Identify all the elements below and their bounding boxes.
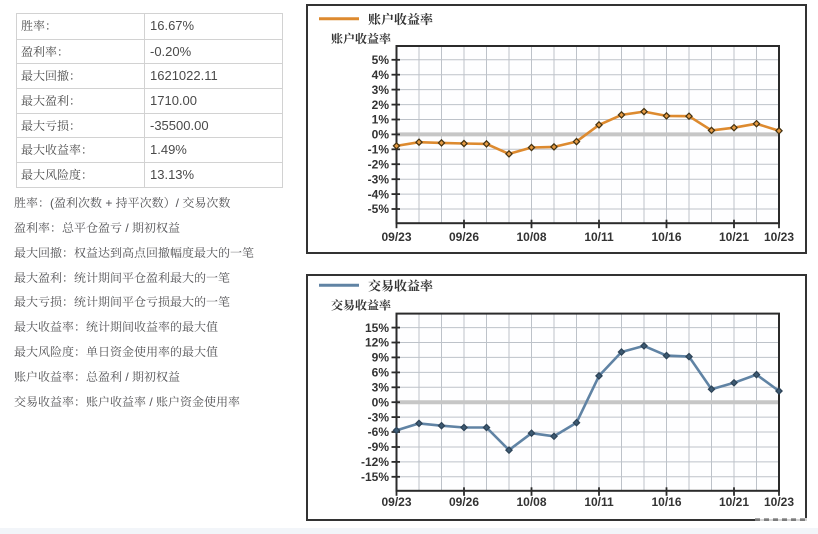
svg-text:3%: 3%	[372, 381, 390, 395]
svg-text:1%: 1%	[372, 113, 390, 127]
svg-text:3%: 3%	[372, 83, 390, 97]
svg-text:-12%: -12%	[361, 455, 389, 469]
svg-text:10/08: 10/08	[516, 495, 546, 509]
svg-text:10/16: 10/16	[651, 495, 681, 509]
svg-text:5%: 5%	[372, 53, 390, 67]
svg-text:10/11: 10/11	[584, 495, 614, 509]
svg-text:09/23: 09/23	[381, 495, 411, 509]
svg-text:12%: 12%	[365, 336, 389, 350]
svg-text:交易收益率: 交易收益率	[368, 275, 434, 294]
svg-text:-3%: -3%	[368, 172, 390, 186]
svg-text:-3%: -3%	[368, 410, 390, 424]
svg-text:2%: 2%	[372, 98, 390, 112]
svg-text:-9%: -9%	[368, 440, 390, 454]
svg-text:9%: 9%	[372, 351, 390, 365]
svg-text:10/21: 10/21	[719, 495, 749, 509]
svg-text:09/26: 09/26	[449, 230, 479, 244]
svg-text:-4%: -4%	[368, 187, 390, 201]
svg-text:0%: 0%	[372, 128, 390, 142]
svg-text:账户收益率: 账户收益率	[368, 9, 434, 28]
svg-text:4%: 4%	[372, 68, 390, 82]
svg-text:10/16: 10/16	[651, 230, 681, 244]
svg-text:交易收益率: 交易收益率	[331, 297, 392, 314]
svg-text:15%: 15%	[365, 321, 389, 335]
svg-text:-1%: -1%	[368, 143, 390, 157]
svg-text:-5%: -5%	[368, 202, 390, 216]
svg-text:09/26: 09/26	[449, 495, 479, 509]
svg-text:-15%: -15%	[361, 470, 389, 484]
svg-text:10/23: 10/23	[764, 230, 794, 244]
svg-text:10/08: 10/08	[516, 230, 546, 244]
svg-text:09/23: 09/23	[381, 230, 411, 244]
svg-text:10/21: 10/21	[719, 230, 749, 244]
svg-text:-2%: -2%	[368, 157, 390, 171]
svg-text:账户收益率: 账户收益率	[331, 30, 392, 47]
svg-text:0%: 0%	[372, 395, 390, 409]
svg-text:6%: 6%	[372, 366, 390, 380]
svg-text:-6%: -6%	[368, 425, 390, 439]
svg-text:10/11: 10/11	[584, 230, 614, 244]
svg-text:10/23: 10/23	[764, 495, 794, 509]
